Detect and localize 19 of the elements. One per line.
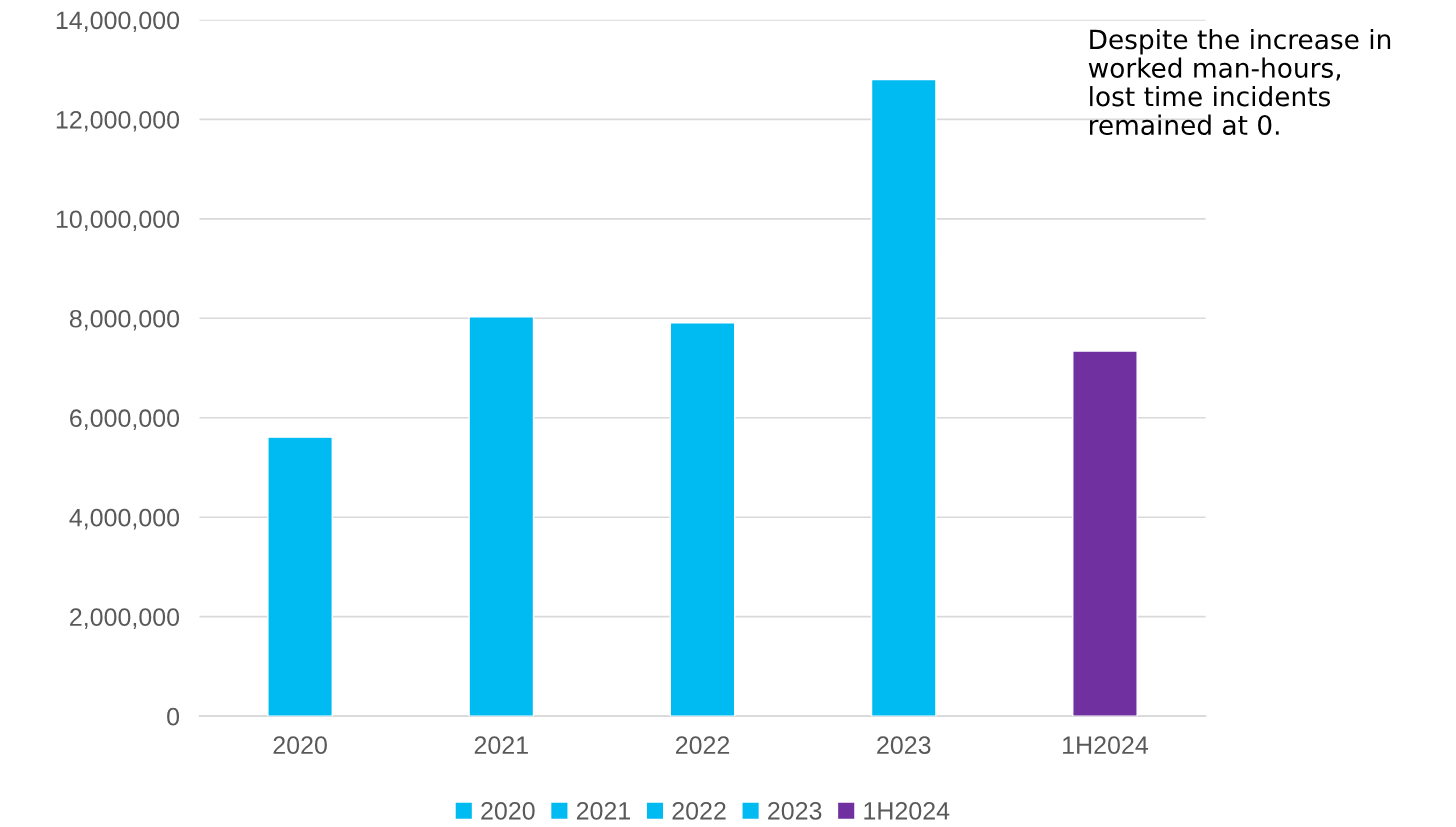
y-tick-label: 12,000,000 — [56, 110, 180, 132]
x-tick-label: 1H2024 — [1063, 736, 1149, 754]
y-tick-label: 14,000,000 — [56, 11, 180, 33]
y-tick-label: 2,000,000 — [70, 608, 180, 629]
x-tick-label: 2022 — [675, 736, 730, 754]
legend-label: 2020 — [481, 802, 535, 820]
x-tick-label: 2020 — [273, 736, 327, 754]
legend-label: 2022 — [672, 802, 726, 820]
x-tick-label: 2023 — [877, 736, 931, 754]
y-tick-label: 8,000,000 — [69, 309, 180, 331]
y-tick-label: 4,000,000 — [69, 508, 180, 530]
y-tick-label: 10,000,000 — [56, 210, 180, 232]
legend-label: 2021 — [576, 802, 631, 820]
legend-label: 1H2024 — [864, 802, 950, 820]
annotation: Despite the increase in worked man-hours, lost time incidents remained at 0. — [1088, 28, 1391, 136]
y-tick-label: 6,000,000 — [70, 409, 180, 431]
legend-label: 2023 — [768, 802, 822, 820]
x-tick-label: 2021 — [474, 736, 528, 754]
y-tick-label: 0 — [167, 707, 180, 726]
